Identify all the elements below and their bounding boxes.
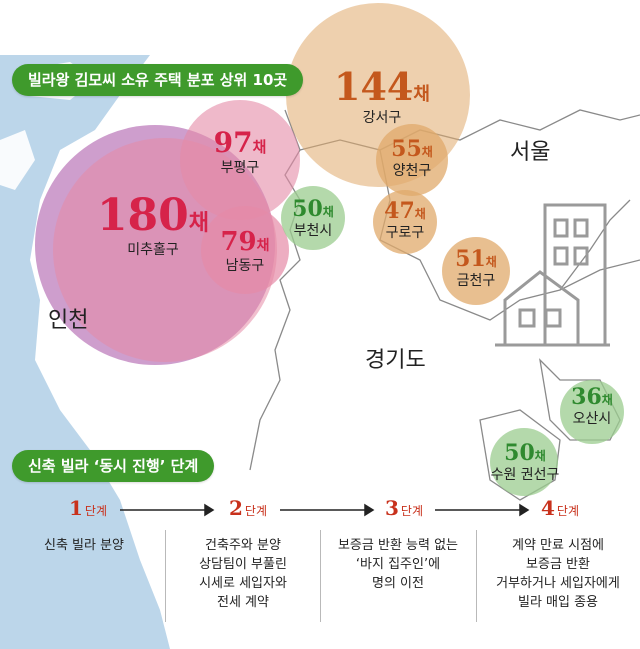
name-부평구: 부평구 — [220, 160, 260, 176]
unit-부평구: 채 — [252, 138, 267, 156]
bubble-남동구 — [201, 206, 289, 294]
step-2-number: 2 — [228, 496, 243, 520]
bubble-부평구 — [180, 100, 300, 220]
label-금천구: 51채 금천구 — [444, 246, 508, 290]
step-1-number: 1 — [68, 496, 83, 520]
name-부천시: 부천시 — [293, 223, 333, 239]
bubble-구로구 — [373, 190, 437, 254]
bubble-오산시 — [560, 380, 624, 444]
step-4-suffix: 단계 — [556, 504, 579, 518]
border-line — [559, 199, 631, 291]
step-divider — [165, 530, 166, 622]
count-미추홀구: 180 — [96, 190, 189, 241]
name-수원권선구: 수원 권선구 — [490, 467, 560, 483]
step-3-head: 3 단계 — [374, 496, 434, 520]
step-4-text: 계약 만료 시점에 보증금 반환 거부하거나 세입자에게 빌라 매입 종용 — [496, 538, 620, 610]
unit-수원권선구: 채 — [534, 449, 546, 463]
step-1-suffix: 단계 — [84, 504, 107, 518]
step-2-suffix: 단계 — [244, 504, 267, 518]
step-divider — [476, 530, 477, 622]
island — [0, 130, 35, 190]
name-오산시: 오산시 — [572, 411, 612, 427]
unit-부천시: 채 — [322, 205, 334, 219]
label-수원권선구: 50채 수원 권선구 — [480, 440, 570, 484]
count-부평구: 97 — [213, 126, 253, 159]
count-오산시: 36 — [571, 384, 602, 410]
map-title: 빌라왕 김모씨 소유 주택 분포 상위 10곳 — [12, 64, 304, 96]
process-title: 신축 빌라 ‘동시 진행’ 단계 — [12, 450, 215, 482]
label-미추홀구: 180채 미추홀구 — [88, 190, 218, 259]
unit-오산시: 채 — [601, 393, 613, 407]
step-3-number: 3 — [384, 496, 399, 520]
label-부천시: 50채 부천시 — [280, 196, 346, 240]
count-구로구: 47 — [384, 198, 415, 224]
unit-남동구: 채 — [256, 238, 270, 254]
unit-강서구: 채 — [413, 84, 430, 105]
count-금천구: 51 — [455, 246, 486, 272]
step-4-head: 4 단계 — [530, 496, 590, 520]
label-남동구: 79채 남동구 — [210, 227, 280, 275]
region-label-gyeonggi: 경기도 — [365, 348, 426, 373]
bubble-양천구 — [376, 124, 448, 196]
region-label-seoul: 서울 — [510, 140, 551, 165]
border-line — [479, 409, 561, 501]
sea-area — [0, 55, 170, 649]
name-양천구: 양천구 — [392, 163, 432, 179]
bubble-부천시 — [281, 186, 345, 250]
step-3-suffix: 단계 — [400, 504, 423, 518]
building-icon — [495, 203, 610, 347]
count-부천시: 50 — [292, 196, 323, 222]
name-금천구: 금천구 — [456, 273, 496, 289]
region-label-incheon: 인천 — [48, 308, 89, 333]
label-오산시: 36채 오산시 — [560, 384, 624, 428]
step-1-head: 1 단계 — [58, 496, 118, 520]
name-남동구: 남동구 — [225, 258, 265, 274]
step-divider — [320, 530, 321, 622]
count-수원권선구: 50 — [504, 440, 535, 466]
count-강서구: 144 — [334, 64, 414, 109]
label-구로구: 47채 구로구 — [373, 198, 437, 242]
step-3-text: 보증금 반환 능력 없는 ‘바지 집주인’에 명의 이전 — [337, 538, 459, 591]
unit-구로구: 채 — [414, 207, 426, 221]
label-양천구: 55채 양천구 — [380, 136, 444, 180]
count-양천구: 55 — [391, 136, 422, 162]
name-구로구: 구로구 — [385, 225, 425, 241]
step-4-number: 4 — [540, 496, 555, 520]
step-1-text: 신축 빌라 분양 — [43, 538, 125, 553]
step-2-head: 2 단계 — [218, 496, 278, 520]
step-2-text: 건축주와 분양 상담팀이 부풀린 시세로 세입자와 전세 계약 — [199, 538, 287, 610]
label-강서구: 144채 강서구 — [332, 64, 432, 127]
label-부평구: 97채 부평구 — [205, 126, 275, 177]
unit-금천구: 채 — [485, 255, 497, 269]
name-강서구: 강서구 — [362, 110, 402, 126]
unit-미추홀구: 채 — [188, 211, 210, 236]
bubble-수원권선구 — [490, 428, 558, 496]
count-남동구: 79 — [220, 227, 257, 257]
name-미추홀구: 미추홀구 — [127, 242, 179, 258]
bubble-금천구 — [442, 237, 510, 305]
unit-양천구: 채 — [421, 145, 433, 159]
